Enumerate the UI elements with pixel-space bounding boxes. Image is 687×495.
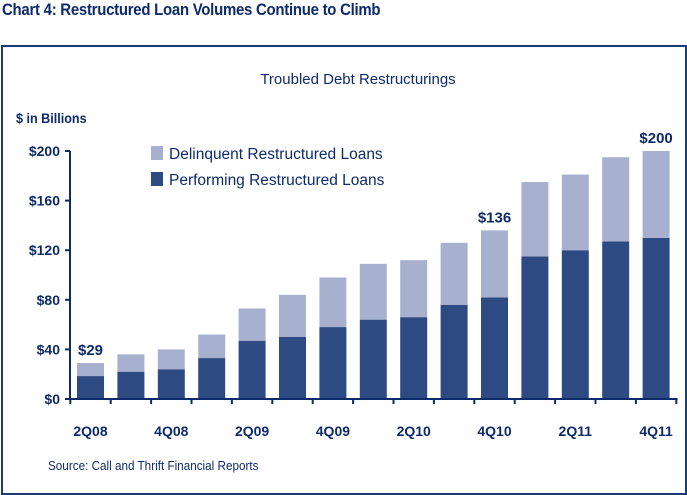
chart-frame bbox=[1, 45, 687, 495]
chart-heading: Chart 4: Restructured Loan Volumes Conti… bbox=[2, 0, 381, 19]
x-tick-label: 4Q10 bbox=[477, 423, 511, 439]
x-tick-label: 2Q09 bbox=[235, 423, 269, 439]
legend: Delinquent Restructured Loans Performing … bbox=[151, 146, 385, 189]
bar-delinquent-4Q11 bbox=[642, 151, 670, 238]
bar-delinquent-3Q09 bbox=[279, 294, 306, 337]
bar-performing-3Q11 bbox=[602, 241, 630, 399]
y-tick-label: $120 bbox=[29, 242, 60, 258]
y-tick-label: $80 bbox=[37, 292, 61, 308]
legend-swatch-delinquent bbox=[151, 146, 163, 160]
legend-label-delinquent: Delinquent Restructured Loans bbox=[169, 146, 383, 163]
chart-title: Troubled Debt Restructurings bbox=[260, 71, 455, 88]
bar-performing-3Q10 bbox=[440, 304, 468, 399]
bar-delinquent-3Q08 bbox=[117, 354, 145, 372]
x-tick-label: 2Q10 bbox=[397, 423, 431, 439]
bar-delinquent-2Q11 bbox=[561, 174, 589, 251]
bar-performing-4Q11 bbox=[642, 237, 670, 399]
bar-performing-2Q10 bbox=[400, 317, 428, 399]
annotation-2Q08: $29 bbox=[78, 342, 103, 359]
y-tick-label: $0 bbox=[44, 391, 60, 407]
y-tick-label: $160 bbox=[29, 193, 60, 209]
x-tick-label: 4Q08 bbox=[154, 423, 188, 439]
bar-delinquent-4Q10 bbox=[481, 230, 508, 298]
x-tick-label: 2Q11 bbox=[559, 423, 593, 439]
bar-delinquent-2Q08 bbox=[77, 363, 104, 377]
bar-delinquent-3Q11 bbox=[602, 157, 630, 242]
bar-performing-3Q08 bbox=[117, 371, 145, 399]
legend-swatch-performing bbox=[151, 172, 163, 186]
bar-performing-1Q11 bbox=[521, 256, 549, 399]
annotation-4Q11: $200 bbox=[639, 130, 672, 147]
y-tick-label: $200 bbox=[29, 143, 60, 159]
bar-performing-2Q09 bbox=[238, 340, 266, 399]
y-tick-label: $40 bbox=[37, 341, 61, 357]
x-tick-label: 4Q11 bbox=[639, 423, 673, 439]
axes: $0 $40 $80 $120 $160 $200 2Q08 4Q08 2Q09 4Q09 2Q10… bbox=[29, 143, 678, 439]
bar-performing-2Q11 bbox=[561, 250, 589, 399]
bar-delinquent-1Q11 bbox=[521, 182, 549, 257]
bar-performing-3Q09 bbox=[279, 337, 306, 399]
bar-delinquent-4Q09 bbox=[319, 277, 347, 328]
bar-delinquent-4Q08 bbox=[157, 349, 185, 370]
bar-performing-1Q09 bbox=[198, 358, 226, 399]
bars: $29 $136 $200 bbox=[77, 130, 673, 399]
x-tick-label: 2Q08 bbox=[73, 423, 107, 439]
x-tick-label: 4Q09 bbox=[316, 423, 350, 439]
bar-performing-1Q10 bbox=[359, 319, 387, 399]
bar-performing-2Q08 bbox=[77, 376, 104, 399]
bar-delinquent-2Q10 bbox=[400, 260, 428, 318]
bar-delinquent-2Q09 bbox=[238, 308, 266, 341]
annotation-4Q10: $136 bbox=[478, 209, 511, 226]
bar-delinquent-1Q10 bbox=[359, 263, 387, 320]
y-axis-label: $ in Billions bbox=[16, 110, 87, 126]
bar-performing-4Q09 bbox=[319, 327, 347, 399]
bar-delinquent-1Q09 bbox=[198, 334, 226, 359]
bar-delinquent-3Q10 bbox=[440, 242, 468, 305]
source-note: Source: Call and Thrift Financial Report… bbox=[48, 458, 259, 473]
bar-performing-4Q10 bbox=[481, 297, 508, 399]
bar-performing-4Q08 bbox=[157, 369, 185, 399]
legend-label-performing: Performing Restructured Loans bbox=[169, 172, 385, 189]
